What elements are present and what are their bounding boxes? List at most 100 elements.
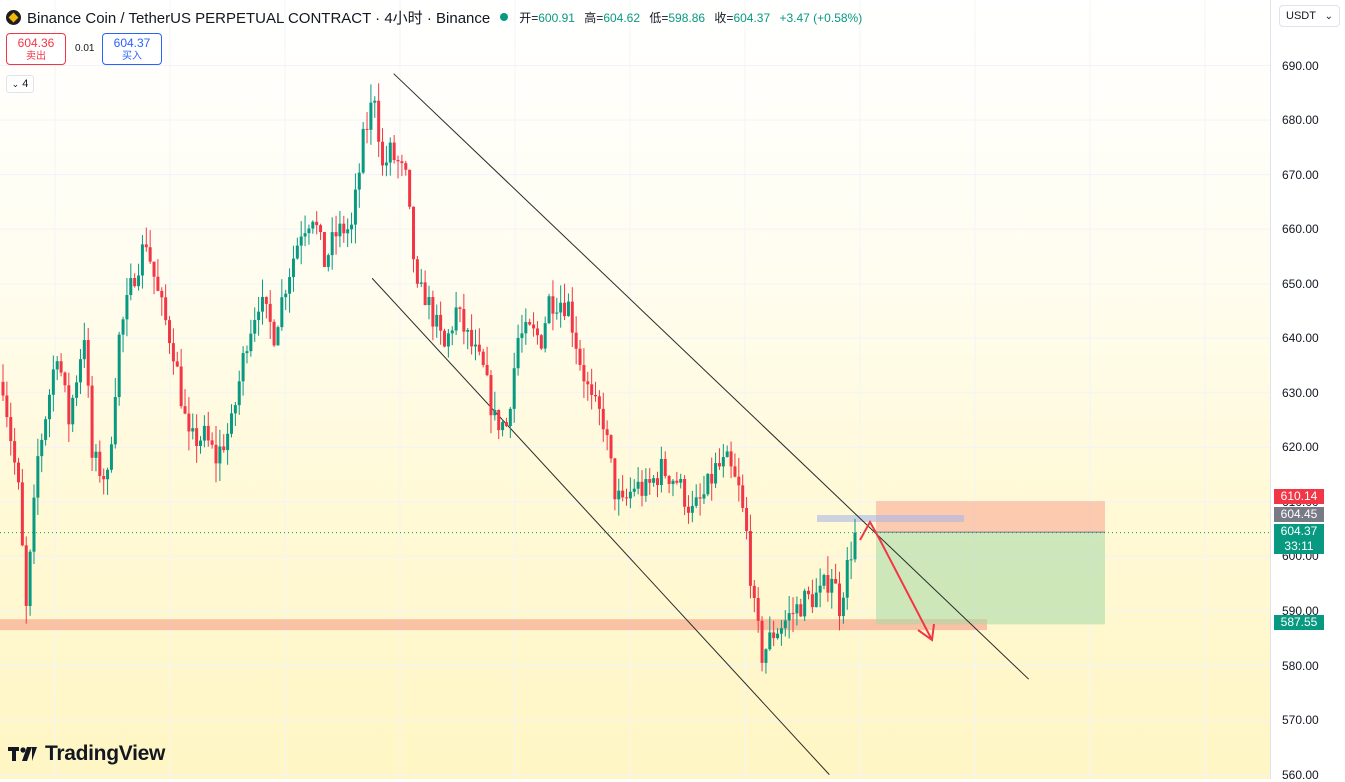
- sell-price: 604.36: [17, 36, 55, 50]
- tradingview-logo[interactable]: TradingView: [8, 742, 165, 766]
- candle-body: [168, 320, 172, 344]
- target-price-label: 587.55: [1274, 615, 1324, 630]
- candle-body: [690, 505, 694, 513]
- candle-body: [477, 344, 481, 352]
- market-status-icon: [500, 13, 509, 21]
- candle-body: [272, 321, 276, 346]
- candle-body: [156, 276, 160, 291]
- candle-body: [737, 476, 741, 486]
- candle-body: [55, 361, 59, 370]
- candle-body: [67, 385, 71, 425]
- candle-body: [528, 322, 532, 325]
- candle-body: [59, 361, 63, 373]
- price-tick-label: 630.00: [1282, 385, 1319, 400]
- candle-body: [75, 382, 79, 398]
- logo-text: TradingView: [45, 742, 166, 765]
- candle-body: [187, 413, 191, 432]
- chevron-down-icon: ⌄: [11, 78, 20, 89]
- candle-body: [346, 229, 350, 234]
- candle-body: [694, 497, 698, 506]
- price-tick-label: 560.00: [1282, 767, 1319, 782]
- price-tick-label: 590.00: [1282, 604, 1319, 618]
- candle-body: [315, 221, 319, 226]
- candle-body: [733, 466, 737, 477]
- candle-body: [791, 613, 795, 615]
- candle-body: [175, 361, 179, 367]
- candle-body: [94, 451, 98, 458]
- candle-body: [202, 425, 206, 441]
- candle-body: [377, 100, 381, 142]
- indicator-toggle[interactable]: ⌄ 4: [6, 75, 34, 93]
- candle-body: [129, 278, 133, 296]
- candle-body: [760, 620, 764, 663]
- candle-body: [830, 578, 834, 593]
- candle-body: [214, 444, 218, 464]
- candle-body: [714, 463, 718, 484]
- candle-body: [566, 301, 570, 317]
- candle-body: [772, 632, 776, 639]
- candle-body: [702, 494, 706, 499]
- candle-body: [51, 369, 55, 395]
- price-chart[interactable]: [0, 0, 1270, 779]
- candle-body: [659, 458, 663, 486]
- candle-body: [706, 473, 710, 495]
- candle-body: [462, 309, 466, 332]
- chart-plot: [0, 0, 1270, 779]
- candle-body: [82, 340, 86, 360]
- candle-body: [652, 478, 656, 483]
- candle-body: [160, 290, 164, 298]
- bnb-coin-icon: [6, 9, 21, 25]
- candle-body: [493, 409, 497, 416]
- forecast-arrow: [859, 519, 933, 641]
- price-axis[interactable]: 690.00 680.00 670.00 660.00 650.00 640.00 630.…: [1270, 0, 1345, 782]
- candle-body: [284, 293, 288, 298]
- sell-button[interactable]: 604.36 卖出: [6, 33, 66, 65]
- candle-body: [419, 282, 423, 284]
- candle-body: [485, 364, 489, 376]
- candle-body: [164, 297, 168, 321]
- candle-body: [756, 598, 760, 621]
- candle-body: [408, 169, 412, 207]
- candle-body: [698, 497, 702, 499]
- candle-body: [597, 396, 601, 409]
- price-tick-label: 670.00: [1282, 167, 1319, 182]
- candle-body: [795, 604, 799, 614]
- candle-body: [822, 574, 826, 586]
- candle-body: [40, 439, 44, 457]
- candle-body: [369, 102, 373, 130]
- candle-body: [779, 628, 783, 634]
- candle-body: [636, 481, 640, 489]
- candle-body: [109, 444, 113, 470]
- buy-button[interactable]: 604.37 买入: [102, 33, 162, 65]
- chart-header: Binance Coin / TetherUS PERPETUAL CONTRA…: [6, 6, 862, 28]
- forecast-arrow-head: [917, 623, 935, 642]
- candle-body: [574, 332, 578, 349]
- candle-body: [570, 301, 574, 333]
- candle-body: [582, 365, 586, 382]
- low-label: 低=: [649, 10, 669, 25]
- candle-body: [563, 302, 567, 317]
- candle-body: [725, 451, 729, 458]
- candle-body: [535, 328, 539, 336]
- currency-select[interactable]: USDT ⌄: [1279, 5, 1340, 27]
- candle-body: [257, 311, 261, 321]
- candle-body: [32, 497, 36, 552]
- candle-body: [350, 224, 354, 230]
- candle-body: [686, 506, 690, 513]
- chevron-down-icon: ⌄: [1324, 10, 1333, 22]
- candle-body: [307, 228, 311, 234]
- candle-body: [319, 225, 323, 233]
- candle-body: [28, 551, 32, 606]
- candle-body: [473, 344, 477, 347]
- channel-upper-line: [393, 73, 1030, 680]
- candle-body: [47, 394, 51, 420]
- candle-body: [121, 319, 125, 335]
- candle-body: [334, 232, 338, 237]
- candle-body: [504, 422, 508, 427]
- symbol-title[interactable]: Binance Coin / TetherUS PERPETUAL CONTRA…: [27, 9, 491, 27]
- candle-body: [512, 368, 516, 409]
- candle-body: [361, 128, 365, 173]
- change-value: +3.47 (+0.58%): [779, 10, 863, 25]
- candle-body: [241, 353, 245, 382]
- candle-body: [516, 337, 520, 369]
